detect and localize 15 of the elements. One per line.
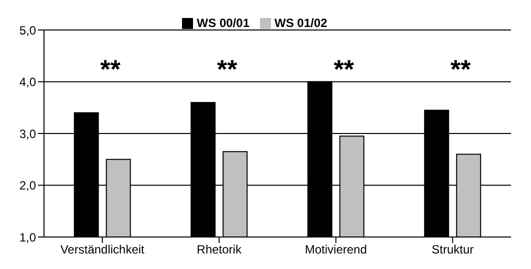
x-tick-label: Rhetorik [196,242,242,257]
legend-label: WS 01/02 [274,16,328,30]
annotation: ** [450,54,472,84]
annotation: ** [216,54,238,84]
y-tick-label: 3,0 [19,126,36,141]
annotation: ** [99,54,122,84]
y-tick-label: 4,0 [19,75,36,90]
y-tick-label: 5,0 [19,23,36,38]
legend-label: WS 00/01 [196,16,250,30]
y-tick-label: 2,0 [19,178,36,193]
x-tick-label: Struktur [432,242,474,257]
x-tick-label: Motivierend [304,242,367,257]
annotation: ** [332,54,355,84]
x-tick-label: Verständlichkeit [60,242,146,257]
y-tick-label: 1,0 [19,230,36,244]
